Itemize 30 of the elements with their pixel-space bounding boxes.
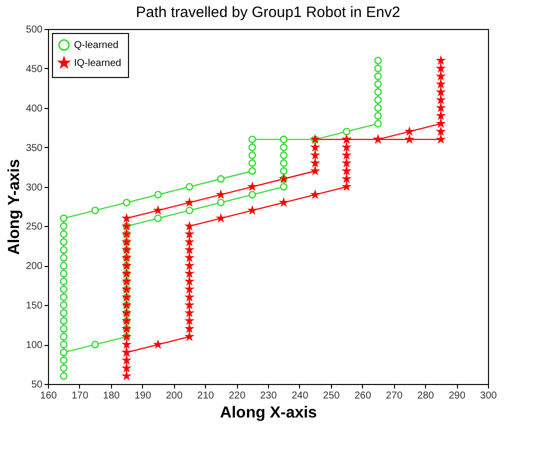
x-tick-label: 300 xyxy=(480,390,498,402)
x-tick-label: 210 xyxy=(197,390,214,402)
x-tick-label: 160 xyxy=(40,390,58,402)
y-tick-label: 100 xyxy=(26,340,43,352)
x-tick-label: 280 xyxy=(417,390,434,402)
x-tick-label: 230 xyxy=(260,390,278,402)
legend-label: Q-learned xyxy=(74,40,118,51)
x-axis-title: Along X-axis xyxy=(220,404,318,422)
x-tick-label: 260 xyxy=(354,390,372,402)
y-tick-label: 300 xyxy=(26,182,43,194)
y-tick-label: 350 xyxy=(26,142,43,154)
x-tick-label: 240 xyxy=(292,390,309,402)
legend-label: IQ-learned xyxy=(74,58,122,69)
y-tick-label: 250 xyxy=(26,222,43,233)
y-tick-label: 50 xyxy=(31,380,43,390)
y-tick-label: 150 xyxy=(26,300,43,312)
y-tick-label: 500 xyxy=(26,24,43,36)
x-tick-label: 250 xyxy=(323,390,340,402)
x-tick-label: 180 xyxy=(103,390,120,402)
x-tick-label: 200 xyxy=(166,390,183,402)
x-tick-label: 190 xyxy=(134,390,152,402)
chart-title: Path travelled by Group1 Robot in Env2 xyxy=(136,4,400,21)
x-tick-label: 220 xyxy=(228,390,246,402)
y-tick-label: 200 xyxy=(26,261,43,272)
x-tick-label: 290 xyxy=(448,390,466,402)
y-axis-title: Along Y-axis xyxy=(6,159,23,255)
y-tick-label: 450 xyxy=(26,64,43,75)
x-tick-label: 270 xyxy=(386,390,403,402)
x-tick-label: 170 xyxy=(72,390,89,402)
y-tick-label: 400 xyxy=(26,103,43,114)
